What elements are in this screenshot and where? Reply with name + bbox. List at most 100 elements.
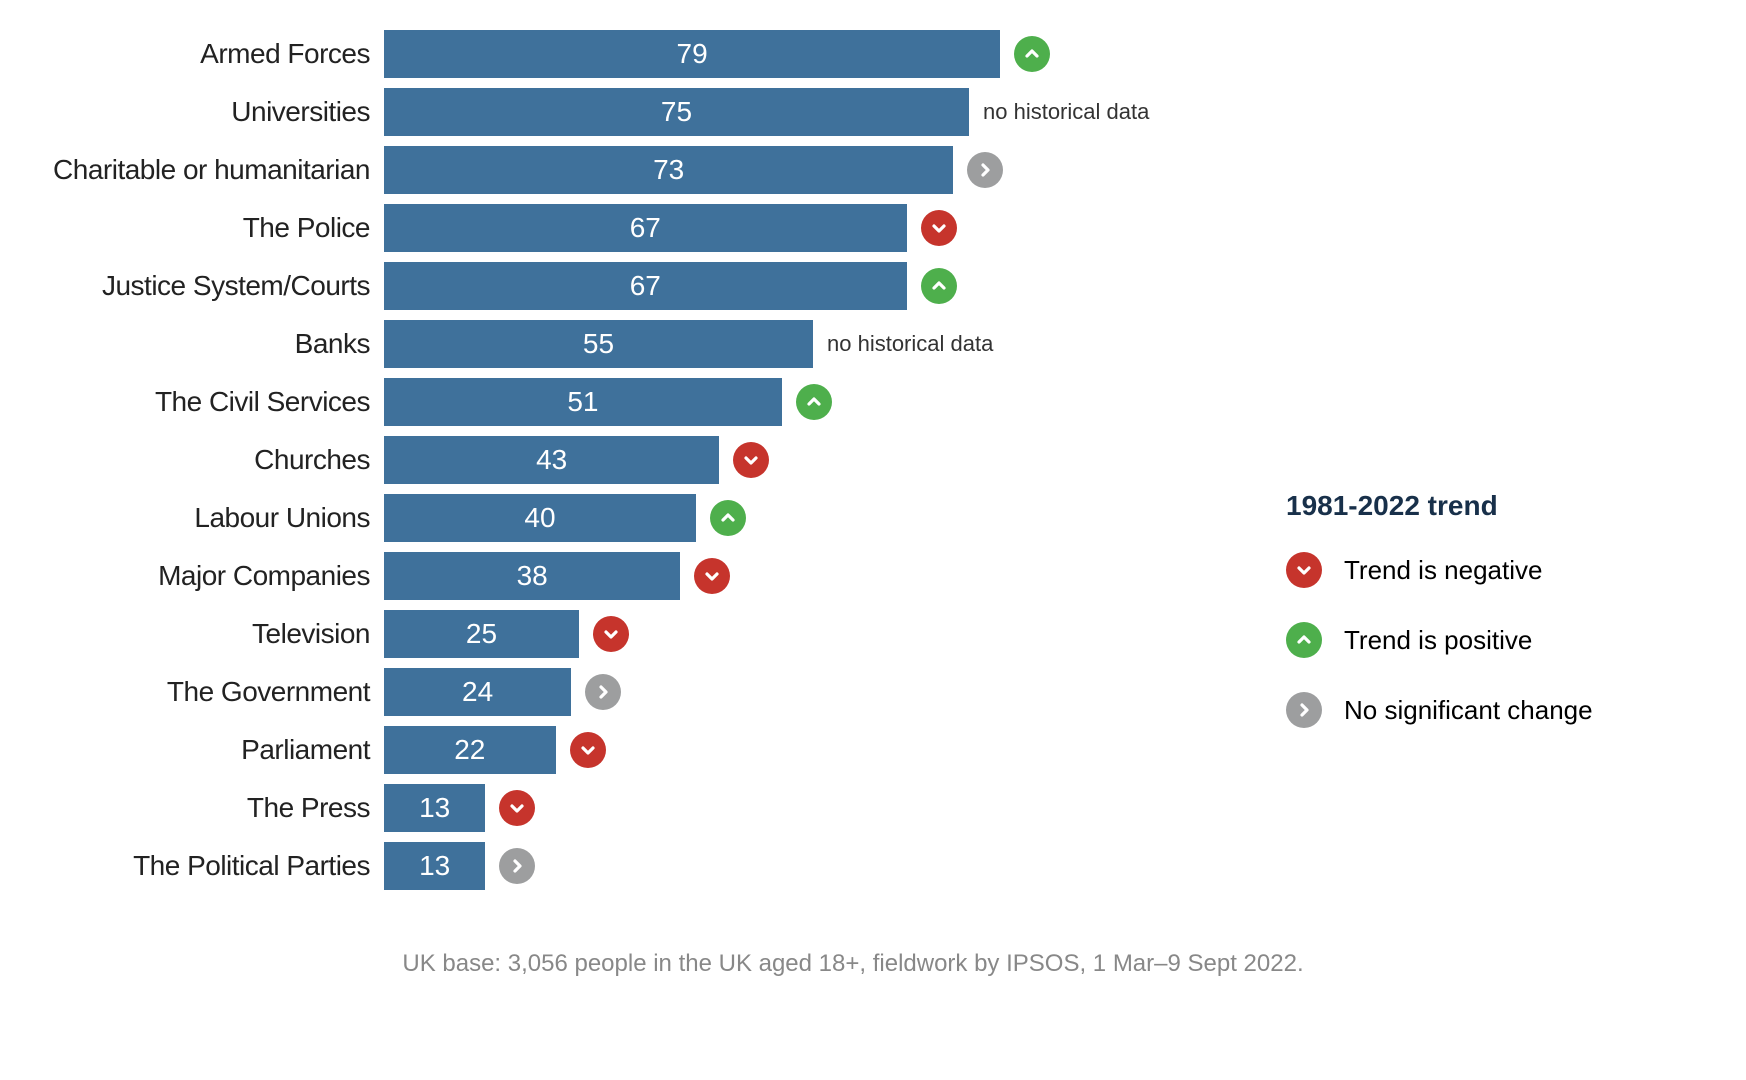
bar-area: 51 — [384, 378, 1164, 426]
bar-area: 22 — [384, 726, 1164, 774]
bar-value: 73 — [653, 154, 684, 186]
bar: 13 — [384, 842, 485, 890]
bar-row: Churches 43 — [20, 436, 1686, 484]
bar-area: 38 — [384, 552, 1164, 600]
bar: 24 — [384, 668, 571, 716]
legend-item: Trend is negative — [1286, 552, 1646, 588]
bar-area: 67 — [384, 262, 1164, 310]
no-historical-data-label: no historical data — [983, 99, 1149, 125]
category-label: Charitable or humanitarian — [20, 154, 384, 186]
no-historical-data-label: no historical data — [827, 331, 993, 357]
trend-slot: no historical data — [983, 94, 1149, 130]
trend-flat-icon — [967, 152, 1003, 188]
bar-row: Charitable or humanitarian 73 — [20, 146, 1686, 194]
trend-up-icon — [796, 384, 832, 420]
trend-slot — [499, 790, 535, 826]
bar-row: The Civil Services 51 — [20, 378, 1686, 426]
bar-value: 40 — [524, 502, 555, 534]
trend-slot — [694, 558, 730, 594]
trend-slot — [570, 732, 606, 768]
trend-slot — [796, 384, 832, 420]
bar: 13 — [384, 784, 485, 832]
legend-items: Trend is negative Trend is positive No s… — [1286, 552, 1646, 728]
bar-row: Universities 75 no historical data — [20, 88, 1686, 136]
bar-area: 25 — [384, 610, 1164, 658]
legend-item: Trend is positive — [1286, 622, 1646, 658]
trend-slot — [733, 442, 769, 478]
bar-value: 67 — [630, 212, 661, 244]
bar-value: 67 — [630, 270, 661, 302]
trend-flat-icon — [1286, 692, 1322, 728]
bar-area: 73 — [384, 146, 1164, 194]
trend-flat-icon — [585, 674, 621, 710]
category-label: Banks — [20, 328, 384, 360]
category-label: Armed Forces — [20, 38, 384, 70]
bar-value: 79 — [677, 38, 708, 70]
category-label: The Government — [20, 676, 384, 708]
bar-row: Armed Forces 79 — [20, 30, 1686, 78]
bar-value: 38 — [517, 560, 548, 592]
trend-slot — [710, 500, 746, 536]
legend: 1981-2022 trend Trend is negative Trend … — [1286, 490, 1646, 762]
bar: 55 — [384, 320, 813, 368]
legend-title: 1981-2022 trend — [1286, 490, 1646, 522]
category-label: Parliament — [20, 734, 384, 766]
trend-up-icon — [1014, 36, 1050, 72]
category-label: Justice System/Courts — [20, 270, 384, 302]
trend-up-icon — [1286, 622, 1322, 658]
category-label: Universities — [20, 96, 384, 128]
bar-value: 13 — [419, 792, 450, 824]
bar-value: 24 — [462, 676, 493, 708]
trend-down-icon — [1286, 552, 1322, 588]
trend-flat-icon — [499, 848, 535, 884]
trend-down-icon — [921, 210, 957, 246]
bar: 40 — [384, 494, 696, 542]
bar-area: 40 — [384, 494, 1164, 542]
trend-slot — [921, 210, 957, 246]
bar-area: 79 — [384, 30, 1164, 78]
bar-row: The Press 13 — [20, 784, 1686, 832]
bar: 22 — [384, 726, 556, 774]
bar: 38 — [384, 552, 680, 600]
bar-area: 67 — [384, 204, 1164, 252]
category-label: The Press — [20, 792, 384, 824]
trend-slot — [921, 268, 957, 304]
bar-row: Justice System/Courts 67 — [20, 262, 1686, 310]
bar-row: The Police 67 — [20, 204, 1686, 252]
legend-item-label: Trend is positive — [1344, 625, 1532, 656]
bar-area: 55 no historical data — [384, 320, 1164, 368]
trend-slot — [585, 674, 621, 710]
legend-item: No significant change — [1286, 692, 1646, 728]
trend-up-icon — [921, 268, 957, 304]
trend-slot — [499, 848, 535, 884]
category-label: Television — [20, 618, 384, 650]
chart-container: Armed Forces 79 Universities 75 no histo… — [0, 0, 1746, 998]
bar-row: Banks 55 no historical data — [20, 320, 1686, 368]
bar: 73 — [384, 146, 953, 194]
legend-item-label: Trend is negative — [1344, 555, 1542, 586]
trend-slot — [967, 152, 1003, 188]
bar: 43 — [384, 436, 719, 484]
bar: 51 — [384, 378, 782, 426]
trend-down-icon — [694, 558, 730, 594]
bar: 67 — [384, 262, 907, 310]
category-label: The Police — [20, 212, 384, 244]
legend-item-label: No significant change — [1344, 695, 1593, 726]
trend-down-icon — [499, 790, 535, 826]
bar-value: 55 — [583, 328, 614, 360]
category-label: Major Companies — [20, 560, 384, 592]
bar-area: 75 no historical data — [384, 88, 1164, 136]
bar: 79 — [384, 30, 1000, 78]
bar: 67 — [384, 204, 907, 252]
trend-slot — [593, 616, 629, 652]
trend-down-icon — [733, 442, 769, 478]
bar-value: 51 — [567, 386, 598, 418]
trend-down-icon — [593, 616, 629, 652]
bar: 75 — [384, 88, 969, 136]
bar-area: 24 — [384, 668, 1164, 716]
bar-value: 22 — [454, 734, 485, 766]
bar-value: 43 — [536, 444, 567, 476]
bar-area: 13 — [384, 784, 1164, 832]
trend-down-icon — [570, 732, 606, 768]
bar: 25 — [384, 610, 579, 658]
